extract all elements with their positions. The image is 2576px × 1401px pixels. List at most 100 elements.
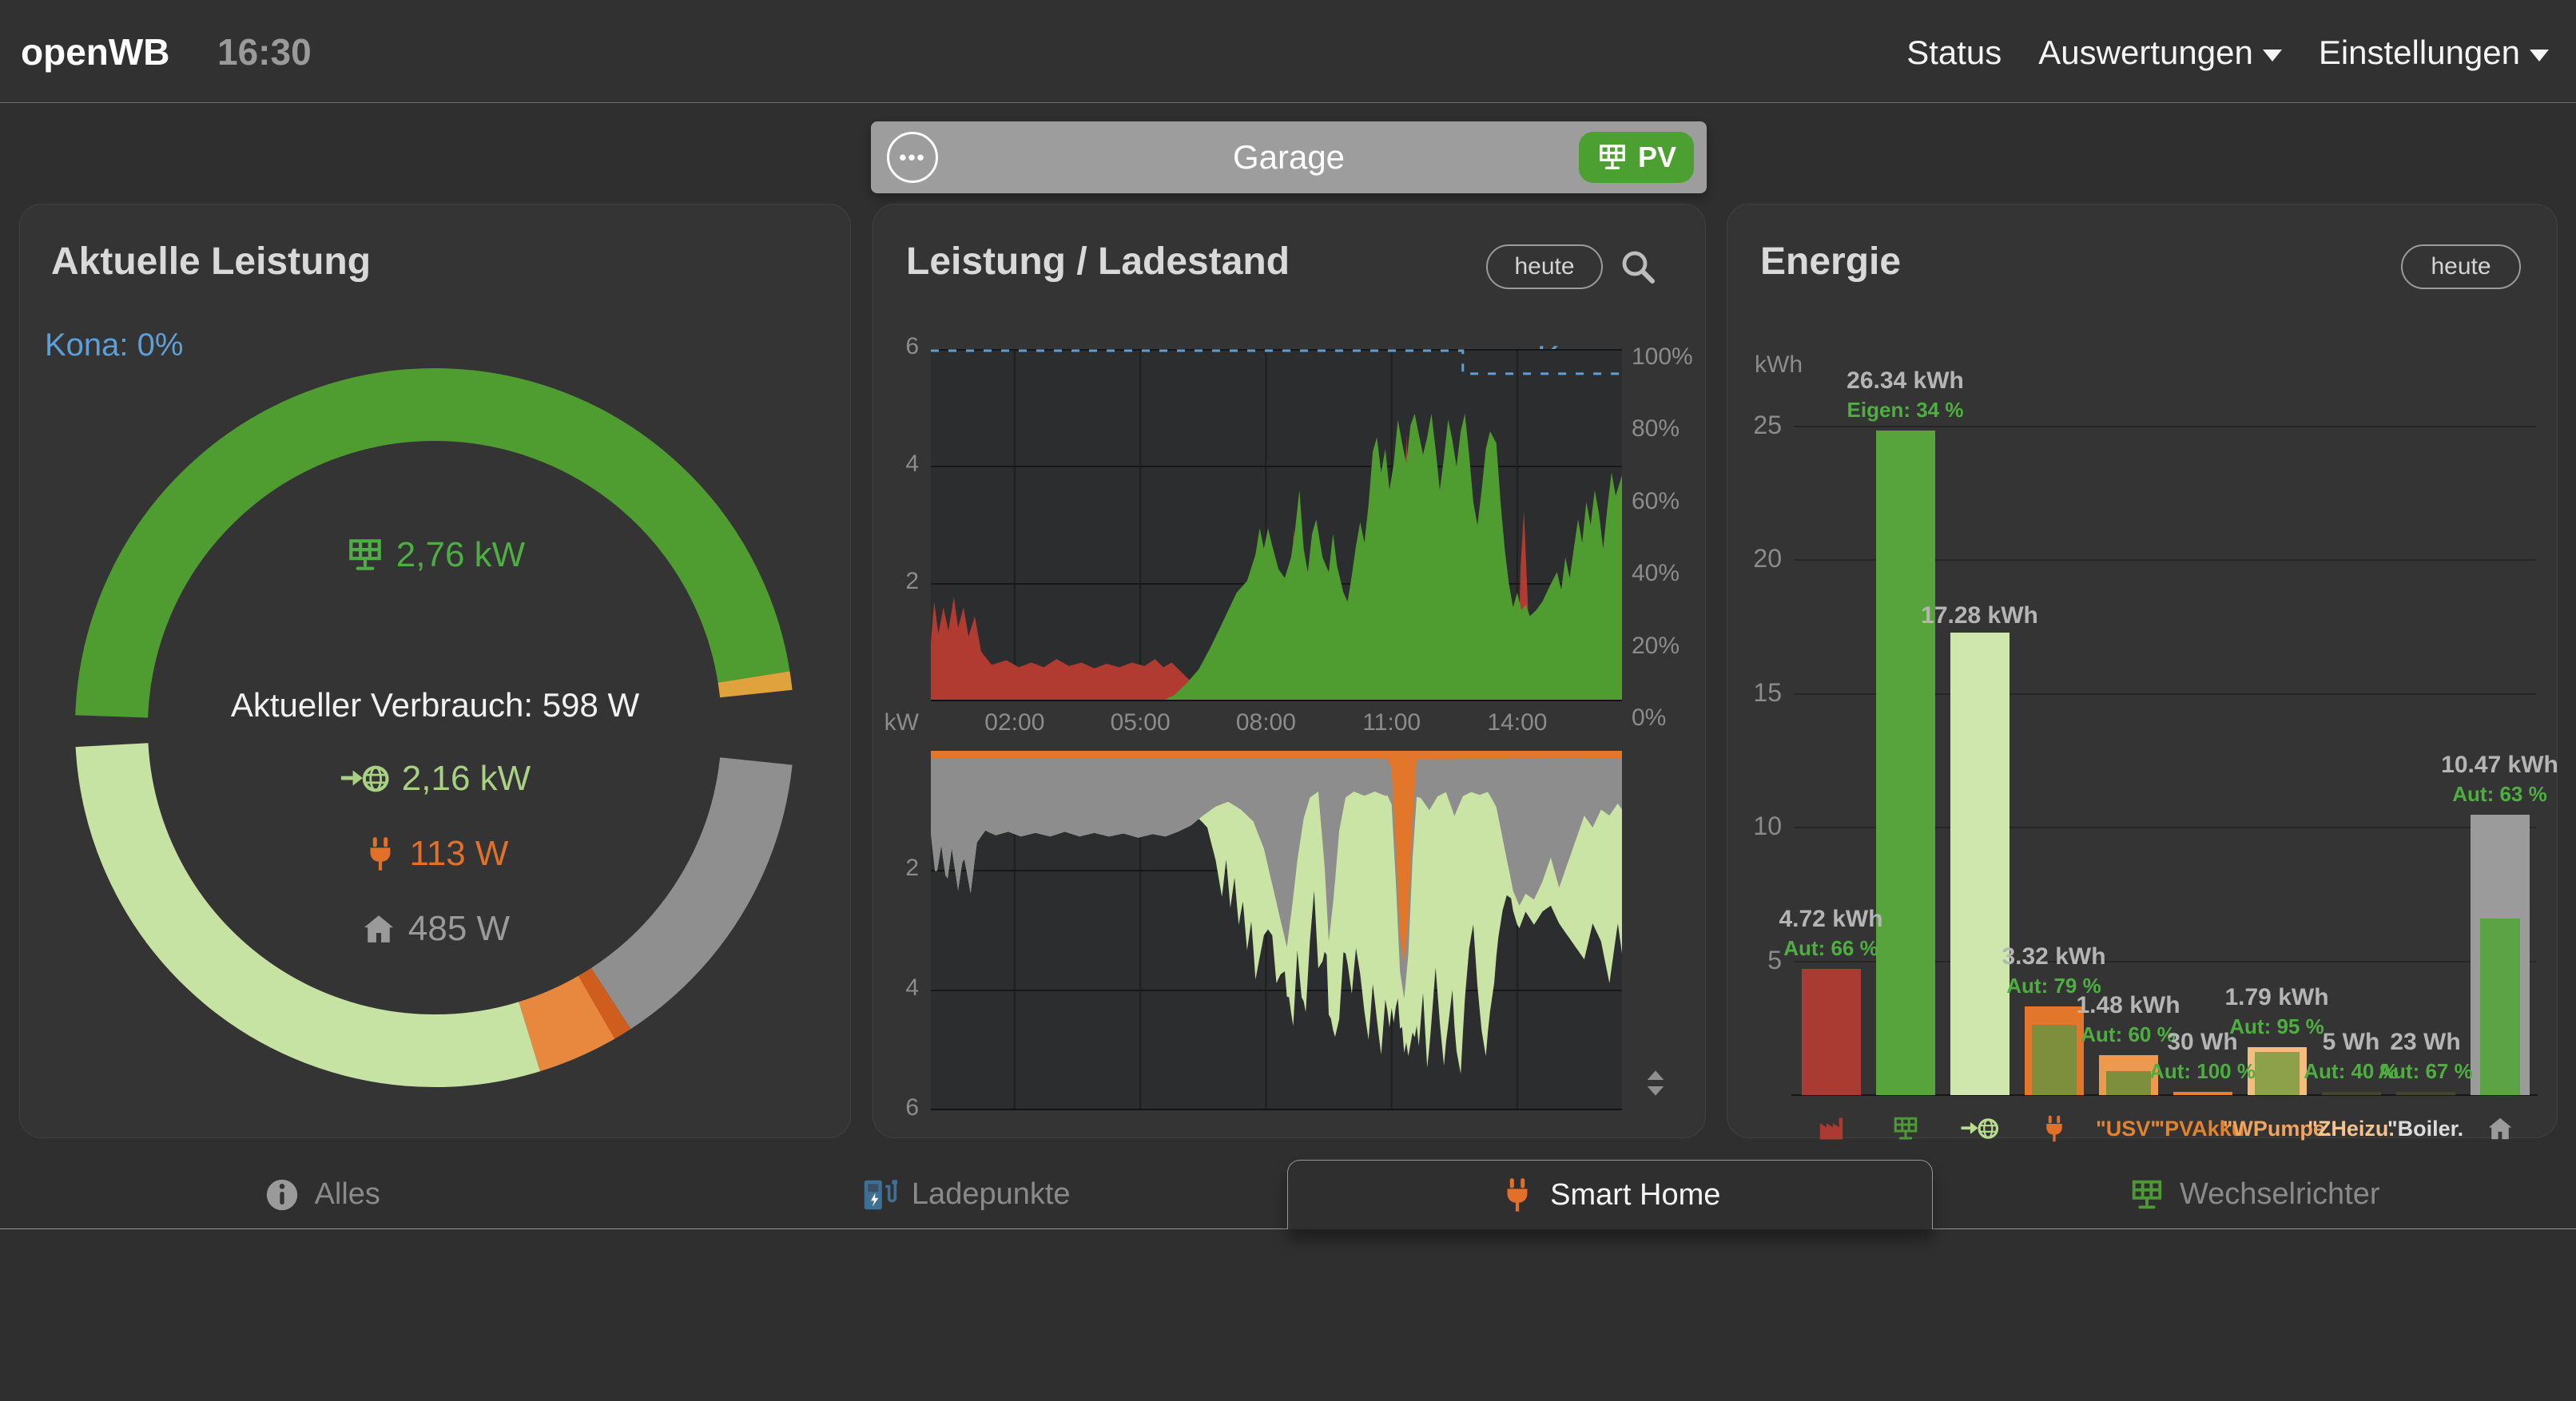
nav-link-einstellungen[interactable]: Einstellungen — [2319, 34, 2549, 72]
energy-gridline — [1794, 693, 2537, 695]
energy-gridline — [1794, 425, 2537, 427]
clock: 16:30 — [217, 31, 312, 73]
energy-axis-house — [2463, 1109, 2537, 1149]
power-range-button[interactable]: heute — [1486, 244, 1603, 289]
energy-y-unit: kWh — [1755, 351, 1803, 378]
energy-bar-usv: 1.48 kWh Aut: 60 % — [2076, 367, 2180, 1095]
bar-pvakku — [2173, 1092, 2232, 1095]
search-icon[interactable] — [1619, 248, 1657, 286]
bar-autarky-label: Aut: 67 % — [2378, 1059, 2473, 1083]
bar-usv — [2098, 1055, 2158, 1095]
pv-mode-badge[interactable]: PV — [1578, 132, 1694, 183]
energy-bar-pvakku: 30 Wh Aut: 100 % — [2149, 367, 2256, 1095]
donut-segment-pv-production — [74, 367, 795, 1088]
kona-soc-label: Kona: 0% — [45, 327, 184, 363]
x-tick-time: 05:00 — [1110, 709, 1171, 736]
energy-bar-wpumpe: 1.79 kWh Aut: 95 % — [2224, 367, 2329, 1095]
y-tick-kw: 4 — [905, 450, 919, 477]
tab-label: Smart Home — [1550, 1177, 1721, 1212]
energy-y-tick: 20 — [1753, 544, 1782, 573]
y-tick-pct: 0% — [1632, 704, 1667, 731]
bar-value-label: 30 Wh — [2167, 1029, 2238, 1055]
bar-autarky-label: Eigen: 34 % — [1847, 398, 1964, 422]
tab-alles[interactable]: Alles — [0, 1160, 644, 1229]
y-tick-pct: 80% — [1632, 415, 1680, 443]
bar-autarky-label: Aut: 100 % — [2149, 1059, 2256, 1083]
energy-axis-smarthome-total — [2017, 1109, 2091, 1149]
bar-value-label: 1.48 kWh — [2076, 992, 2180, 1018]
sort-icon[interactable] — [1638, 1066, 1673, 1101]
house-icon — [2486, 1114, 2514, 1143]
bar-smarthome-total — [2024, 1006, 2084, 1095]
bar-autarky-label: Aut: 60 % — [2081, 1022, 2176, 1046]
factory-icon — [1817, 1114, 1846, 1143]
x-tick-time: 14:00 — [1487, 709, 1548, 736]
bar-autarky-label: Aut: 66 % — [1783, 936, 1878, 960]
nav-link-status[interactable]: Status — [1906, 34, 2002, 71]
energy-title: Energie — [1760, 240, 1902, 283]
solar-icon — [1891, 1114, 1920, 1143]
bar-pv-production — [1875, 431, 1935, 1095]
energy-y-tick: 25 — [1753, 410, 1782, 439]
energy-bar-grid-import: 4.72 kWh Aut: 66 % — [1779, 367, 1883, 1095]
plug-icon — [2040, 1114, 2069, 1143]
bar-autarky-label: Aut: 95 % — [2229, 1014, 2324, 1038]
device-label: "WPumpe. — [2222, 1116, 2332, 1141]
bar-inner-house — [2479, 919, 2520, 1095]
energy-bar-boiler: 23 Wh Aut: 67 % — [2378, 367, 2473, 1095]
bar-wpumpe — [2247, 1047, 2307, 1095]
device-label: "USV" — [2095, 1116, 2161, 1141]
nav-links: Status Auswertungen Einstellungen — [1906, 34, 2549, 72]
energy-bar-zheizu: 5 Wh Aut: 40 % — [2304, 367, 2399, 1095]
bar-boiler — [2395, 1092, 2455, 1095]
energy-y-tick: 5 — [1767, 945, 1782, 974]
bar-value-label: 4.72 kWh — [1779, 906, 1883, 932]
brand-logo[interactable]: openWB — [21, 31, 170, 73]
bar-inner-smarthome-total — [2031, 1025, 2077, 1095]
energy-axis-usv: "USV" — [2091, 1109, 2165, 1149]
bottom-tabbar: Alles Ladepunkte Smart Home Wechselricht… — [0, 1160, 2576, 1229]
chevron-down-icon — [2262, 49, 2282, 62]
chevron-down-icon — [2530, 49, 2549, 62]
bar-autarky-label: Aut: 40 % — [2304, 1059, 2399, 1083]
energy-gridline — [1794, 559, 2537, 561]
power-area-chart — [931, 349, 1622, 701]
smarthome-power: 113 W — [19, 831, 851, 877]
nav-link-auswertungen[interactable]: Auswertungen — [2038, 34, 2282, 72]
bar-value-label: 5 Wh — [2322, 1029, 2380, 1055]
energy-baseline — [1791, 1094, 2538, 1096]
energy-range-button[interactable]: heute — [2401, 244, 2521, 289]
charger-icon — [861, 1177, 897, 1213]
energy-y-tick: 15 — [1753, 677, 1782, 707]
energy-axis-boiler: "Boiler. — [2387, 1109, 2463, 1149]
chargepoint-pill[interactable]: ••• Garage PV — [871, 121, 1707, 193]
current-power-card — [19, 204, 851, 1138]
tab-ladepunkte[interactable]: Ladepunkte — [644, 1160, 1288, 1229]
bar-house — [2470, 815, 2530, 1095]
solar-icon — [2129, 1177, 2165, 1213]
energy-bar-grid-export: 17.28 kWh — [1921, 367, 2038, 1095]
y-tick-kw: 4 — [905, 974, 919, 1001]
device-label: "PVAkku. — [2154, 1116, 2251, 1141]
energy-axis-pvakku: "PVAkku. — [2154, 1109, 2250, 1149]
navbar: openWB 16:30 Status Auswertungen Einstellu… — [0, 0, 2576, 103]
energy-gridline — [1794, 960, 2537, 962]
plug-icon — [1499, 1177, 1536, 1213]
tab-label: Wechselrichter — [2179, 1177, 2380, 1211]
house-power: 485 W — [19, 906, 851, 952]
y-tick-pct: 20% — [1632, 632, 1680, 659]
y-tick-kw: 2 — [905, 855, 919, 881]
y-tick-kw: 6 — [905, 1094, 919, 1121]
bar-value-label: 1.79 kWh — [2224, 984, 2329, 1010]
tab-wechselrichter[interactable]: Wechselrichter — [1933, 1160, 2576, 1229]
consumption-area-chart — [931, 751, 1622, 1110]
y-tick-pct: 60% — [1632, 487, 1680, 514]
info-icon — [264, 1177, 300, 1213]
bar-value-label: 23 Wh — [2390, 1029, 2461, 1055]
tab-smart-home[interactable]: Smart Home — [1287, 1160, 1933, 1229]
energy-axis-grid-export — [1942, 1109, 2017, 1149]
export-icon — [340, 760, 391, 797]
pv-power: 2,76 kW — [19, 532, 851, 578]
chargepoint-menu-button[interactable]: ••• — [887, 132, 938, 183]
energy-bar-chart: 4.72 kWh Aut: 66 % 26.34 kWh Eigen: 34 %… — [1779, 367, 2558, 1095]
